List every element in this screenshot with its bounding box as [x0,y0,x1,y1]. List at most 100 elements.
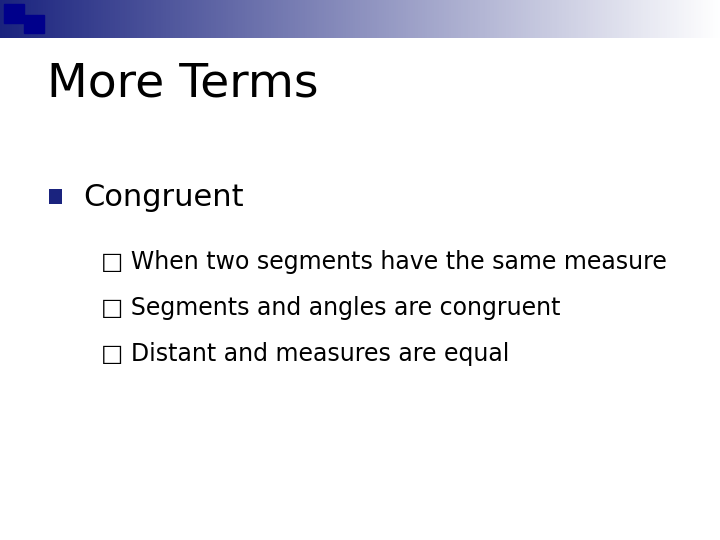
Bar [48,0,50,38]
Bar [319,0,322,38]
Bar [199,0,202,38]
Bar [389,0,391,38]
Bar [343,0,346,38]
Text: Congruent: Congruent [83,183,243,212]
Bar [576,0,578,38]
Bar [427,0,430,38]
Bar [341,0,343,38]
Bar [153,0,156,38]
Bar [288,0,290,38]
Bar [477,0,480,38]
Bar [91,0,94,38]
Bar [362,0,365,38]
Text: □ Segments and angles are congruent: □ Segments and angles are congruent [101,296,560,320]
Bar [142,0,144,38]
Bar [322,0,324,38]
Bar [451,0,454,38]
Bar [221,0,223,38]
Bar [461,0,463,38]
Bar [117,0,120,38]
Bar [192,0,194,38]
Bar [324,0,326,38]
Bar [81,0,84,38]
Bar [295,0,297,38]
Bar [271,0,274,38]
Bar [701,0,703,38]
Bar [230,0,233,38]
Bar [545,0,547,38]
Bar [564,0,567,38]
Bar [418,0,420,38]
Bar [516,0,518,38]
Bar [657,0,660,38]
Bar [473,0,475,38]
Bar [216,0,218,38]
Bar [63,0,65,38]
Bar [646,0,648,38]
Bar [259,0,261,38]
Bar [535,0,538,38]
Bar [353,0,355,38]
Bar [487,0,490,38]
Bar [99,0,101,38]
Bar [55,0,58,38]
Bar [387,0,389,38]
Bar [547,0,549,38]
Bar [605,0,607,38]
Bar [662,0,665,38]
Bar [526,0,528,38]
Bar [279,0,281,38]
Bar [394,0,396,38]
Bar [540,0,542,38]
Bar [173,0,175,38]
Bar [533,0,535,38]
Bar [137,0,139,38]
Bar [665,0,667,38]
Bar [346,0,348,38]
Bar [106,0,108,38]
Bar [643,0,646,38]
Bar [149,0,151,38]
Bar [446,0,449,38]
Bar [139,0,142,38]
Bar [641,0,643,38]
Bar [379,0,382,38]
Bar [614,0,617,38]
Bar [603,0,605,38]
Bar [125,0,127,38]
Bar [449,0,451,38]
Bar [254,0,257,38]
Bar [439,0,441,38]
Bar [307,0,310,38]
Bar [101,0,103,38]
Bar [302,0,305,38]
Bar [338,0,341,38]
Bar [358,0,360,38]
Bar [696,0,698,38]
Bar [331,0,333,38]
Bar [274,0,276,38]
Bar [693,0,696,38]
Bar [257,0,259,38]
Bar [252,0,254,38]
Bar [626,0,629,38]
Bar [132,0,135,38]
Bar [598,0,600,38]
Bar [250,0,252,38]
Bar [629,0,631,38]
Bar [398,0,401,38]
Bar [470,0,473,38]
Bar [437,0,439,38]
Bar [74,0,77,38]
Bar [636,0,639,38]
Bar [4,4,24,23]
Bar [713,0,715,38]
Bar [166,0,168,38]
Bar [228,0,230,38]
Bar [110,0,113,38]
Bar [444,0,446,38]
Bar [326,0,329,38]
Bar [711,0,713,38]
Bar [7,0,9,38]
Bar [218,0,221,38]
